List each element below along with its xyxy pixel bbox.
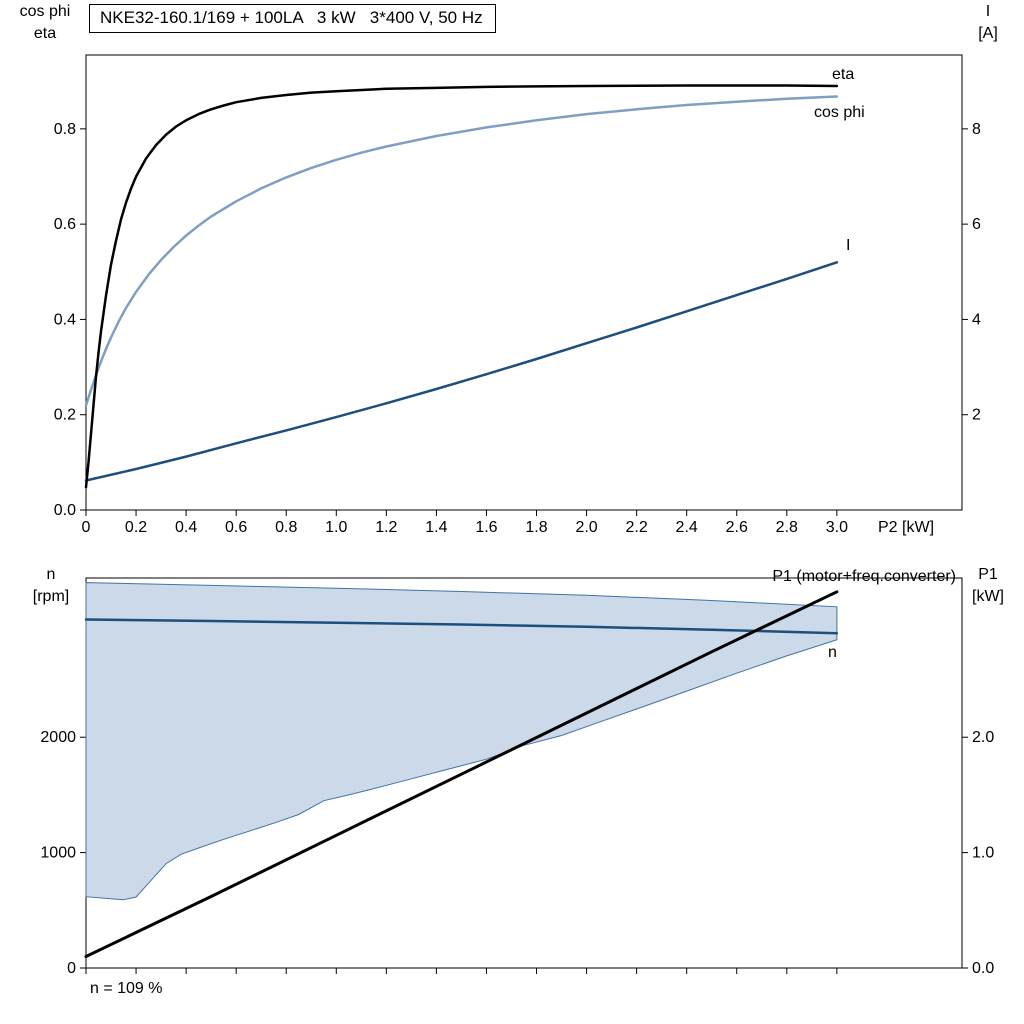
left-tick-label: 0.6	[54, 216, 76, 233]
left-tick-label: 0	[67, 960, 76, 977]
right-tick-label: 1.0	[972, 845, 994, 862]
x-tick-label: 1.4	[425, 519, 447, 536]
x-tick-label: 1.6	[475, 519, 497, 536]
x-tick-label: 1.0	[325, 519, 347, 536]
right-tick-label: 2	[972, 407, 981, 424]
x-tick-label: 0.4	[175, 519, 197, 536]
bottom-right-axis-title-power-unit: [kW]	[972, 588, 1004, 605]
x-tick-label: 2.0	[575, 519, 597, 536]
x-tick-label: 0.2	[125, 519, 147, 536]
eta-series-label: eta	[832, 66, 854, 83]
x-tick-label: 0.8	[275, 519, 297, 536]
series-p1-motor-freq-converter-	[84, 590, 839, 958]
left-tick-label: 0.0	[54, 502, 76, 519]
x-tick-label: 1.8	[525, 519, 547, 536]
series-eta	[84, 84, 839, 489]
x-tick-label: 1.2	[375, 519, 397, 536]
right-tick-label: 6	[972, 216, 981, 233]
x-axis-label: P2 [kW]	[878, 519, 934, 536]
series-n	[84, 618, 839, 635]
top-right-axis-title-current-unit: [A]	[978, 25, 998, 42]
speed-percentage-note: n = 109 %	[90, 980, 163, 997]
x-tick-label: 2.4	[676, 519, 698, 536]
x-tick-label: 2.6	[726, 519, 748, 536]
bottom-left-axis-title-speed-unit: [rpm]	[32, 588, 70, 605]
bottom-left-axis-title-speed: n	[46, 566, 56, 583]
motor-curves-frame	[85, 54, 963, 511]
n-series-label: n	[828, 644, 837, 661]
top-left-axis-title-cosphi: cos phi	[19, 3, 71, 20]
right-tick-label: 0.0	[972, 960, 994, 977]
speed-range-band	[85, 582, 838, 901]
right-tick-label: 2.0	[972, 729, 994, 746]
left-tick-label: 0.2	[54, 407, 76, 424]
p1-series-label: P1 (motor+freq.converter)	[772, 568, 956, 585]
x-tick-label: 3.0	[826, 519, 848, 536]
series-cos-phi	[84, 95, 839, 407]
x-tick-label: 0.6	[225, 519, 247, 536]
left-tick-label: 0.4	[54, 311, 76, 328]
chart-title: NKE32-160.1/169 + 100LA 3 kW 3*400 V, 50…	[89, 4, 496, 33]
x-tick-label: 2.2	[626, 519, 648, 536]
bottom-right-axis-title-power: P1	[978, 566, 998, 583]
cos-phi-series-label: cos phi	[814, 104, 865, 121]
left-tick-label: 2000	[40, 729, 76, 746]
series-i	[84, 261, 839, 482]
x-tick-label: 0	[82, 519, 91, 536]
right-tick-label: 8	[972, 121, 981, 138]
top-right-axis-title-current: I	[985, 3, 991, 20]
current-series-label: I	[846, 237, 850, 254]
top-left-axis-title-eta: eta	[33, 25, 57, 42]
left-tick-label: 1000	[40, 845, 76, 862]
right-tick-label: 4	[972, 311, 981, 328]
x-tick-label: 2.8	[776, 519, 798, 536]
left-tick-label: 0.8	[54, 121, 76, 138]
